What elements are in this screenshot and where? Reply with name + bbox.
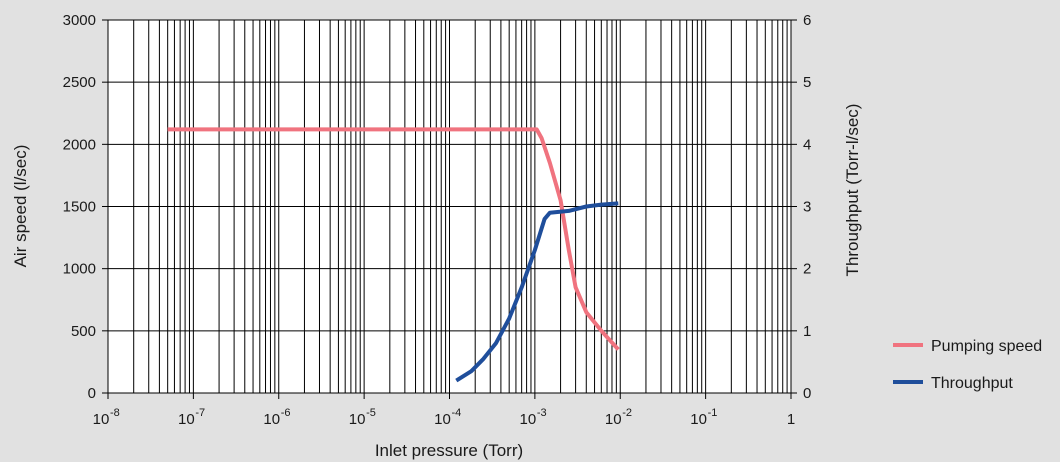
y-tick-label: 0 <box>88 385 96 402</box>
series-line-throughput <box>455 201 619 383</box>
grid <box>108 20 791 393</box>
x-tick-label-base: 10 <box>93 411 110 428</box>
y2-tick-label: 3 <box>803 199 811 216</box>
x-tick-label-exponent: -2 <box>622 407 632 419</box>
x-tick-label-base: 10 <box>690 411 707 428</box>
x-tick-label-exponent: -8 <box>110 407 120 419</box>
y2-tick-label: 1 <box>803 323 811 340</box>
x-tick-labels: 10 -8 10 -7 10 -6 10 -5 10 -4 10 -3 10 -2 10 -1 1 <box>93 407 796 428</box>
x-tick-label: 10 -1 <box>690 407 717 428</box>
x-tick-label: 10 -7 <box>178 407 205 428</box>
y2-tick-label: 2 <box>803 261 811 278</box>
legend: Pumping speed Throughput <box>893 338 1042 392</box>
x-tick-label: 10 -4 <box>434 407 461 428</box>
y-tick-label: 2000 <box>63 136 96 153</box>
x-tick-label-base: 10 <box>263 411 280 428</box>
x-tick-label: 10 -6 <box>263 407 290 428</box>
x-tick-label-exponent: -1 <box>708 407 718 419</box>
tick-marks <box>102 19 797 399</box>
x-tick-label: 10 -2 <box>605 407 632 428</box>
x-tick-label-exponent: -4 <box>452 407 462 419</box>
x-tick-label-base: 10 <box>520 411 537 428</box>
x-tick-label: 10 -5 <box>349 407 376 428</box>
y-tick-labels: 0 500 1000 1500 2000 2500 3000 <box>63 12 96 402</box>
y-axis-title: Air speed (l/sec) <box>11 145 30 268</box>
x-tick-label-base: 10 <box>178 411 195 428</box>
x-axis-title: Inlet pressure (Torr) <box>375 441 523 460</box>
y2-tick-label: 6 <box>803 12 811 29</box>
x-tick-label-base: 10 <box>349 411 366 428</box>
x-tick-label-exponent: -5 <box>366 407 376 419</box>
y-tick-label: 1500 <box>63 199 96 216</box>
y2-tick-labels: 0 1 2 3 4 5 6 <box>803 12 811 402</box>
x-tick-label-base: 10 <box>434 411 451 428</box>
y2-tick-label: 4 <box>803 136 811 153</box>
x-tick-label-base: 1 <box>787 411 795 428</box>
x-tick-label-exponent: -6 <box>281 407 291 419</box>
y2-tick-label: 5 <box>803 74 811 91</box>
x-tick-label-exponent: -7 <box>195 407 205 419</box>
legend-label-throughput: Throughput <box>931 375 1013 392</box>
y-tick-label: 500 <box>71 323 96 340</box>
legend-label-pumping-speed: Pumping speed <box>931 338 1042 355</box>
y-tick-label: 2500 <box>63 74 96 91</box>
series-lines <box>167 127 620 383</box>
x-tick-label-exponent: -3 <box>537 407 547 419</box>
x-tick-label: 1 <box>787 411 795 428</box>
y2-tick-label: 0 <box>803 385 811 402</box>
x-tick-label-base: 10 <box>605 411 622 428</box>
x-tick-label: 10 -8 <box>93 407 120 428</box>
series-line-pumping-speed <box>167 127 620 351</box>
y-tick-label: 3000 <box>63 12 96 29</box>
x-tick-label: 10 -3 <box>520 407 547 428</box>
y2-axis-title: Throughput (Torr-l/sec) <box>843 104 862 277</box>
y-tick-label: 1000 <box>63 261 96 278</box>
